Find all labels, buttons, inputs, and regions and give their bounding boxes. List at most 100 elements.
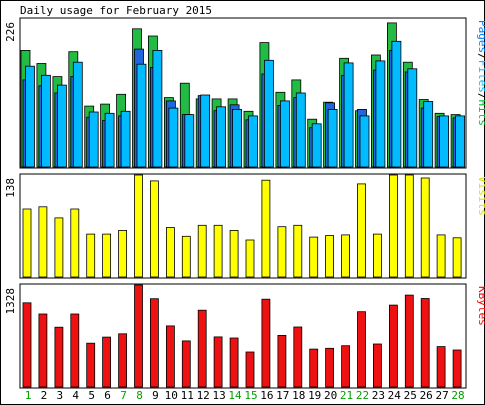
bar-kbytes-day-7: [118, 333, 127, 388]
bar-visits-day-3: [54, 217, 64, 278]
bar-files-day-8: [136, 63, 147, 168]
bar-kbytes-day-13: [213, 336, 223, 388]
panel-visits: 138 Visits: [4, 173, 485, 279]
bar-kbytes-day-4: [70, 313, 80, 388]
bar-files-day-21: [343, 62, 354, 168]
legend-entry: Files: [476, 60, 485, 93]
chart-title: Daily usage for February 2015: [20, 4, 212, 17]
bar-kbytes-day-20: [325, 347, 335, 388]
bar-kbytes-day-1: [22, 302, 32, 388]
x-tick-label-day-3: 3: [56, 389, 63, 402]
x-tick-label-day-16: 16: [260, 389, 273, 402]
bar-visits-day-11: [181, 235, 191, 278]
x-tick-label-day-6: 6: [104, 389, 111, 402]
x-tick-label-day-18: 18: [292, 389, 305, 402]
legend-visits: Visits: [476, 176, 485, 216]
legend-entry: /: [476, 93, 485, 100]
bar-visits-day-12: [197, 224, 207, 278]
bar-visits-day-1: [22, 208, 32, 278]
bar-kbytes-day-5: [86, 342, 96, 388]
bar-files-day-5: [88, 111, 99, 168]
bar-files-day-23: [375, 60, 386, 168]
bar-files-day-3: [57, 84, 67, 168]
bar-kbytes-day-10: [165, 325, 175, 388]
bar-visits-day-25: [404, 174, 414, 278]
bar-kbytes-day-21: [341, 345, 351, 388]
bar-visits-day-24: [388, 174, 398, 278]
x-tick-label-day-13: 13: [212, 389, 225, 402]
bar-visits-day-23: [372, 233, 382, 278]
bar-kbytes-day-16: [261, 298, 271, 388]
legend-entry: KBytes: [476, 286, 485, 326]
bar-visits-day-10: [165, 227, 175, 278]
bar-visits-day-6: [102, 233, 111, 278]
x-tick-label-day-9: 9: [152, 389, 159, 402]
legend-entry: Hits: [476, 100, 485, 127]
bar-files-day-14: [232, 109, 243, 168]
x-tick-label-day-28: 28: [451, 389, 464, 402]
bar-visits-day-17: [277, 226, 287, 278]
x-tick-label-day-21: 21: [340, 389, 353, 402]
x-tick-label-day-15: 15: [244, 389, 257, 402]
legend-entry: /: [476, 53, 485, 60]
bar-visits-day-19: [309, 236, 319, 278]
x-tick-label-day-17: 17: [276, 389, 289, 402]
bar-files-day-10: [168, 107, 179, 168]
bar-kbytes-day-2: [38, 313, 48, 388]
bar-visits-day-2: [38, 206, 48, 278]
x-tick-label-day-26: 26: [420, 389, 433, 402]
bar-files-day-7: [120, 110, 131, 168]
x-tick-label-day-24: 24: [388, 389, 402, 402]
bar-files-day-19: [311, 123, 322, 168]
x-tick-label-day-11: 11: [181, 389, 194, 402]
x-tick-label-day-2: 2: [41, 389, 48, 402]
bar-files-day-16: [263, 59, 274, 168]
bar-visits-day-28: [452, 237, 462, 278]
bar-files-day-20: [327, 109, 338, 168]
bar-visits-day-7: [118, 229, 127, 278]
bar-visits-day-15: [245, 239, 255, 278]
x-tick-label-day-8: 8: [136, 389, 143, 402]
bar-files-day-26: [423, 101, 434, 168]
bar-visits-day-4: [70, 208, 80, 278]
bar-kbytes-day-9: [149, 298, 159, 388]
bar-kbytes-day-14: [229, 337, 239, 388]
bar-visits-day-16: [261, 179, 271, 278]
bar-kbytes-day-11: [181, 340, 191, 388]
x-tick-label-day-4: 4: [72, 389, 79, 402]
legend-entry: Pages: [476, 20, 485, 53]
bar-files-day-17: [279, 100, 290, 168]
bar-kbytes-day-18: [293, 326, 303, 388]
bar-files-day-18: [295, 92, 306, 168]
bar-visits-day-22: [357, 183, 366, 278]
x-tick-label-day-14: 14: [228, 389, 242, 402]
bar-visits-day-21: [341, 234, 351, 278]
legend-entry: Visits: [476, 176, 485, 216]
y-max-label: 138: [4, 178, 17, 198]
x-tick-label-day-22: 22: [356, 389, 369, 402]
bar-visits-day-18: [293, 224, 303, 278]
x-tick-label-day-25: 25: [404, 389, 417, 402]
bar-kbytes-day-24: [388, 304, 398, 388]
bar-files-day-15: [248, 115, 258, 168]
x-tick-label-day-19: 19: [308, 389, 321, 402]
bar-visits-day-27: [436, 234, 446, 278]
bar-visits-day-9: [149, 180, 159, 278]
x-tick-label-day-27: 27: [435, 389, 448, 402]
bar-files-day-28: [455, 115, 466, 168]
bar-kbytes-day-17: [277, 334, 287, 388]
x-tick-label-day-10: 10: [165, 389, 178, 402]
bar-kbytes-day-25: [404, 294, 414, 388]
bar-kbytes-day-28: [452, 349, 462, 388]
x-tick-label-day-12: 12: [197, 389, 210, 402]
bar-visits-day-8: [134, 174, 143, 278]
bar-files-day-1: [25, 65, 35, 168]
bar-files-day-13: [216, 106, 227, 168]
bar-files-day-11: [184, 114, 195, 168]
bar-visits-day-20: [325, 235, 335, 278]
bar-files-day-27: [439, 115, 450, 168]
x-tick-label-day-7: 7: [120, 389, 127, 402]
x-tick-label-day-5: 5: [88, 389, 95, 402]
x-tick-label-day-23: 23: [372, 389, 385, 402]
